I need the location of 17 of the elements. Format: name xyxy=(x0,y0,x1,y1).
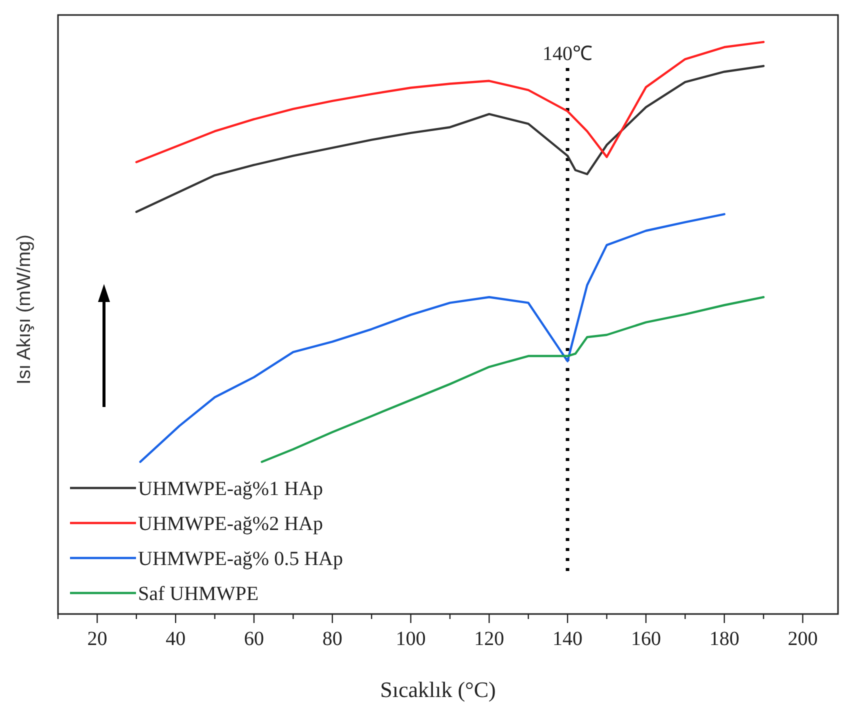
x-tick-label: 180 xyxy=(709,628,740,650)
x-tick-label: 160 xyxy=(630,628,661,650)
x-tick-label: 60 xyxy=(244,628,264,650)
x-axis-title: Sıcaklık (°C) xyxy=(380,677,496,702)
x-tick-label: 200 xyxy=(788,628,818,650)
legend-label: UHMWPE-ağ%1 HAp xyxy=(138,478,323,500)
ref-line-label: 140℃ xyxy=(542,43,593,65)
x-tick-label: 140 xyxy=(552,628,583,650)
y-axis-title: Isı Akışı (mW/mg) xyxy=(14,234,35,384)
x-tick-label: 100 xyxy=(396,628,426,650)
x-tick-label: 80 xyxy=(322,628,342,650)
legend-label: UHMWPE-ağ%2 HAp xyxy=(138,513,323,535)
x-tick-label: 40 xyxy=(166,628,186,650)
legend-label: Saf UHMWPE xyxy=(138,583,259,605)
legend-label: UHMWPE-ağ% 0.5 HAp xyxy=(138,548,343,570)
x-tick-label: 20 xyxy=(87,628,108,650)
x-tick-label: 120 xyxy=(474,628,504,650)
